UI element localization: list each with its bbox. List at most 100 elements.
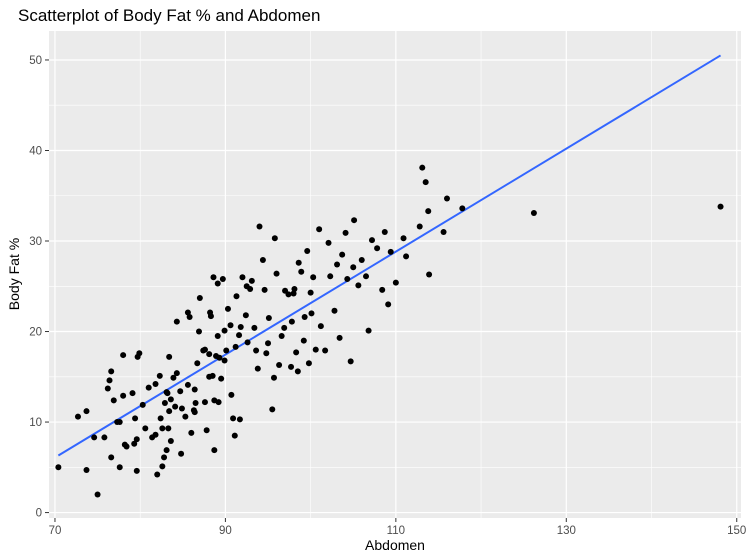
x-axis-title: Abdomen [365, 537, 425, 553]
data-point [316, 226, 323, 233]
data-point [164, 390, 171, 397]
data-point [426, 271, 433, 278]
major-grid [49, 31, 741, 518]
data-point [116, 419, 123, 426]
data-point [305, 360, 312, 367]
data-point [104, 385, 111, 392]
data-point [91, 434, 98, 441]
data-point [276, 362, 283, 369]
data-point [159, 425, 166, 432]
data-point [159, 463, 166, 470]
data-point [108, 454, 115, 461]
data-point [182, 413, 189, 420]
data-point [173, 318, 180, 325]
data-point [231, 432, 238, 439]
data-point [152, 431, 159, 438]
data-point [387, 248, 394, 255]
data-point [293, 349, 300, 356]
data-point [129, 390, 136, 397]
data-point [443, 195, 450, 202]
data-point [336, 334, 343, 341]
data-point [215, 399, 222, 406]
data-point [310, 274, 317, 281]
data-point [271, 235, 278, 242]
data-point [211, 447, 218, 454]
data-point [239, 274, 246, 281]
y-tick-label: 0 [36, 508, 42, 520]
data-point [201, 399, 208, 406]
data-point [167, 438, 174, 445]
data-point [184, 381, 191, 388]
data-point [281, 324, 288, 331]
data-point [145, 384, 152, 391]
x-tick-label: 130 [557, 525, 576, 537]
x-axis-ticks: 70 90 110 130 150 [49, 518, 746, 537]
data-point [344, 276, 351, 283]
y-tick-label: 20 [29, 327, 42, 339]
fit-line-layer [57, 54, 722, 457]
data-point [325, 239, 332, 246]
data-point [322, 347, 329, 354]
data-point [298, 268, 305, 275]
data-point [363, 273, 370, 280]
data-point [717, 203, 724, 210]
data-point [270, 374, 277, 381]
data-point [110, 397, 117, 404]
data-point [236, 416, 243, 423]
data-point [301, 314, 308, 321]
data-point [201, 346, 208, 353]
data-point [166, 353, 173, 360]
data-point [116, 464, 123, 471]
data-point [269, 406, 276, 413]
data-point [133, 436, 140, 443]
data-point [294, 368, 301, 375]
data-point [221, 327, 228, 334]
data-point [203, 427, 210, 434]
data-point [530, 209, 537, 216]
data-point [327, 273, 334, 280]
data-point [178, 405, 185, 412]
data-point [317, 323, 324, 330]
data-point [108, 368, 115, 375]
data-point [154, 471, 161, 478]
data-point [308, 310, 315, 317]
data-point [83, 467, 90, 474]
data-point [253, 347, 260, 354]
data-point [358, 257, 365, 264]
data-point [194, 360, 201, 367]
data-point [139, 401, 146, 408]
data-point [304, 247, 311, 254]
data-point [459, 205, 466, 212]
data-point [368, 237, 375, 244]
data-point [233, 293, 240, 300]
data-point [55, 464, 62, 471]
data-point [195, 328, 202, 335]
data-point [94, 491, 101, 498]
data-point [161, 454, 168, 461]
data-point [214, 280, 221, 287]
data-point [172, 403, 179, 410]
data-point [161, 400, 168, 407]
data-point [334, 261, 341, 268]
data-point [416, 223, 423, 230]
data-point [74, 413, 81, 420]
data-point [273, 270, 280, 277]
data-point [244, 339, 251, 346]
x-tick-label: 70 [49, 525, 62, 537]
data-point [132, 415, 139, 422]
data-point [365, 327, 372, 334]
data-point [156, 372, 163, 379]
data-point [165, 425, 172, 432]
data-point [123, 443, 130, 450]
x-tick-label: 110 [387, 525, 405, 537]
data-point [422, 179, 429, 186]
y-tick-label: 30 [29, 236, 42, 248]
data-point [230, 415, 237, 422]
data-point [163, 447, 170, 454]
data-point [374, 245, 381, 252]
data-point [285, 291, 292, 298]
data-point [307, 289, 314, 296]
data-point [177, 388, 184, 395]
